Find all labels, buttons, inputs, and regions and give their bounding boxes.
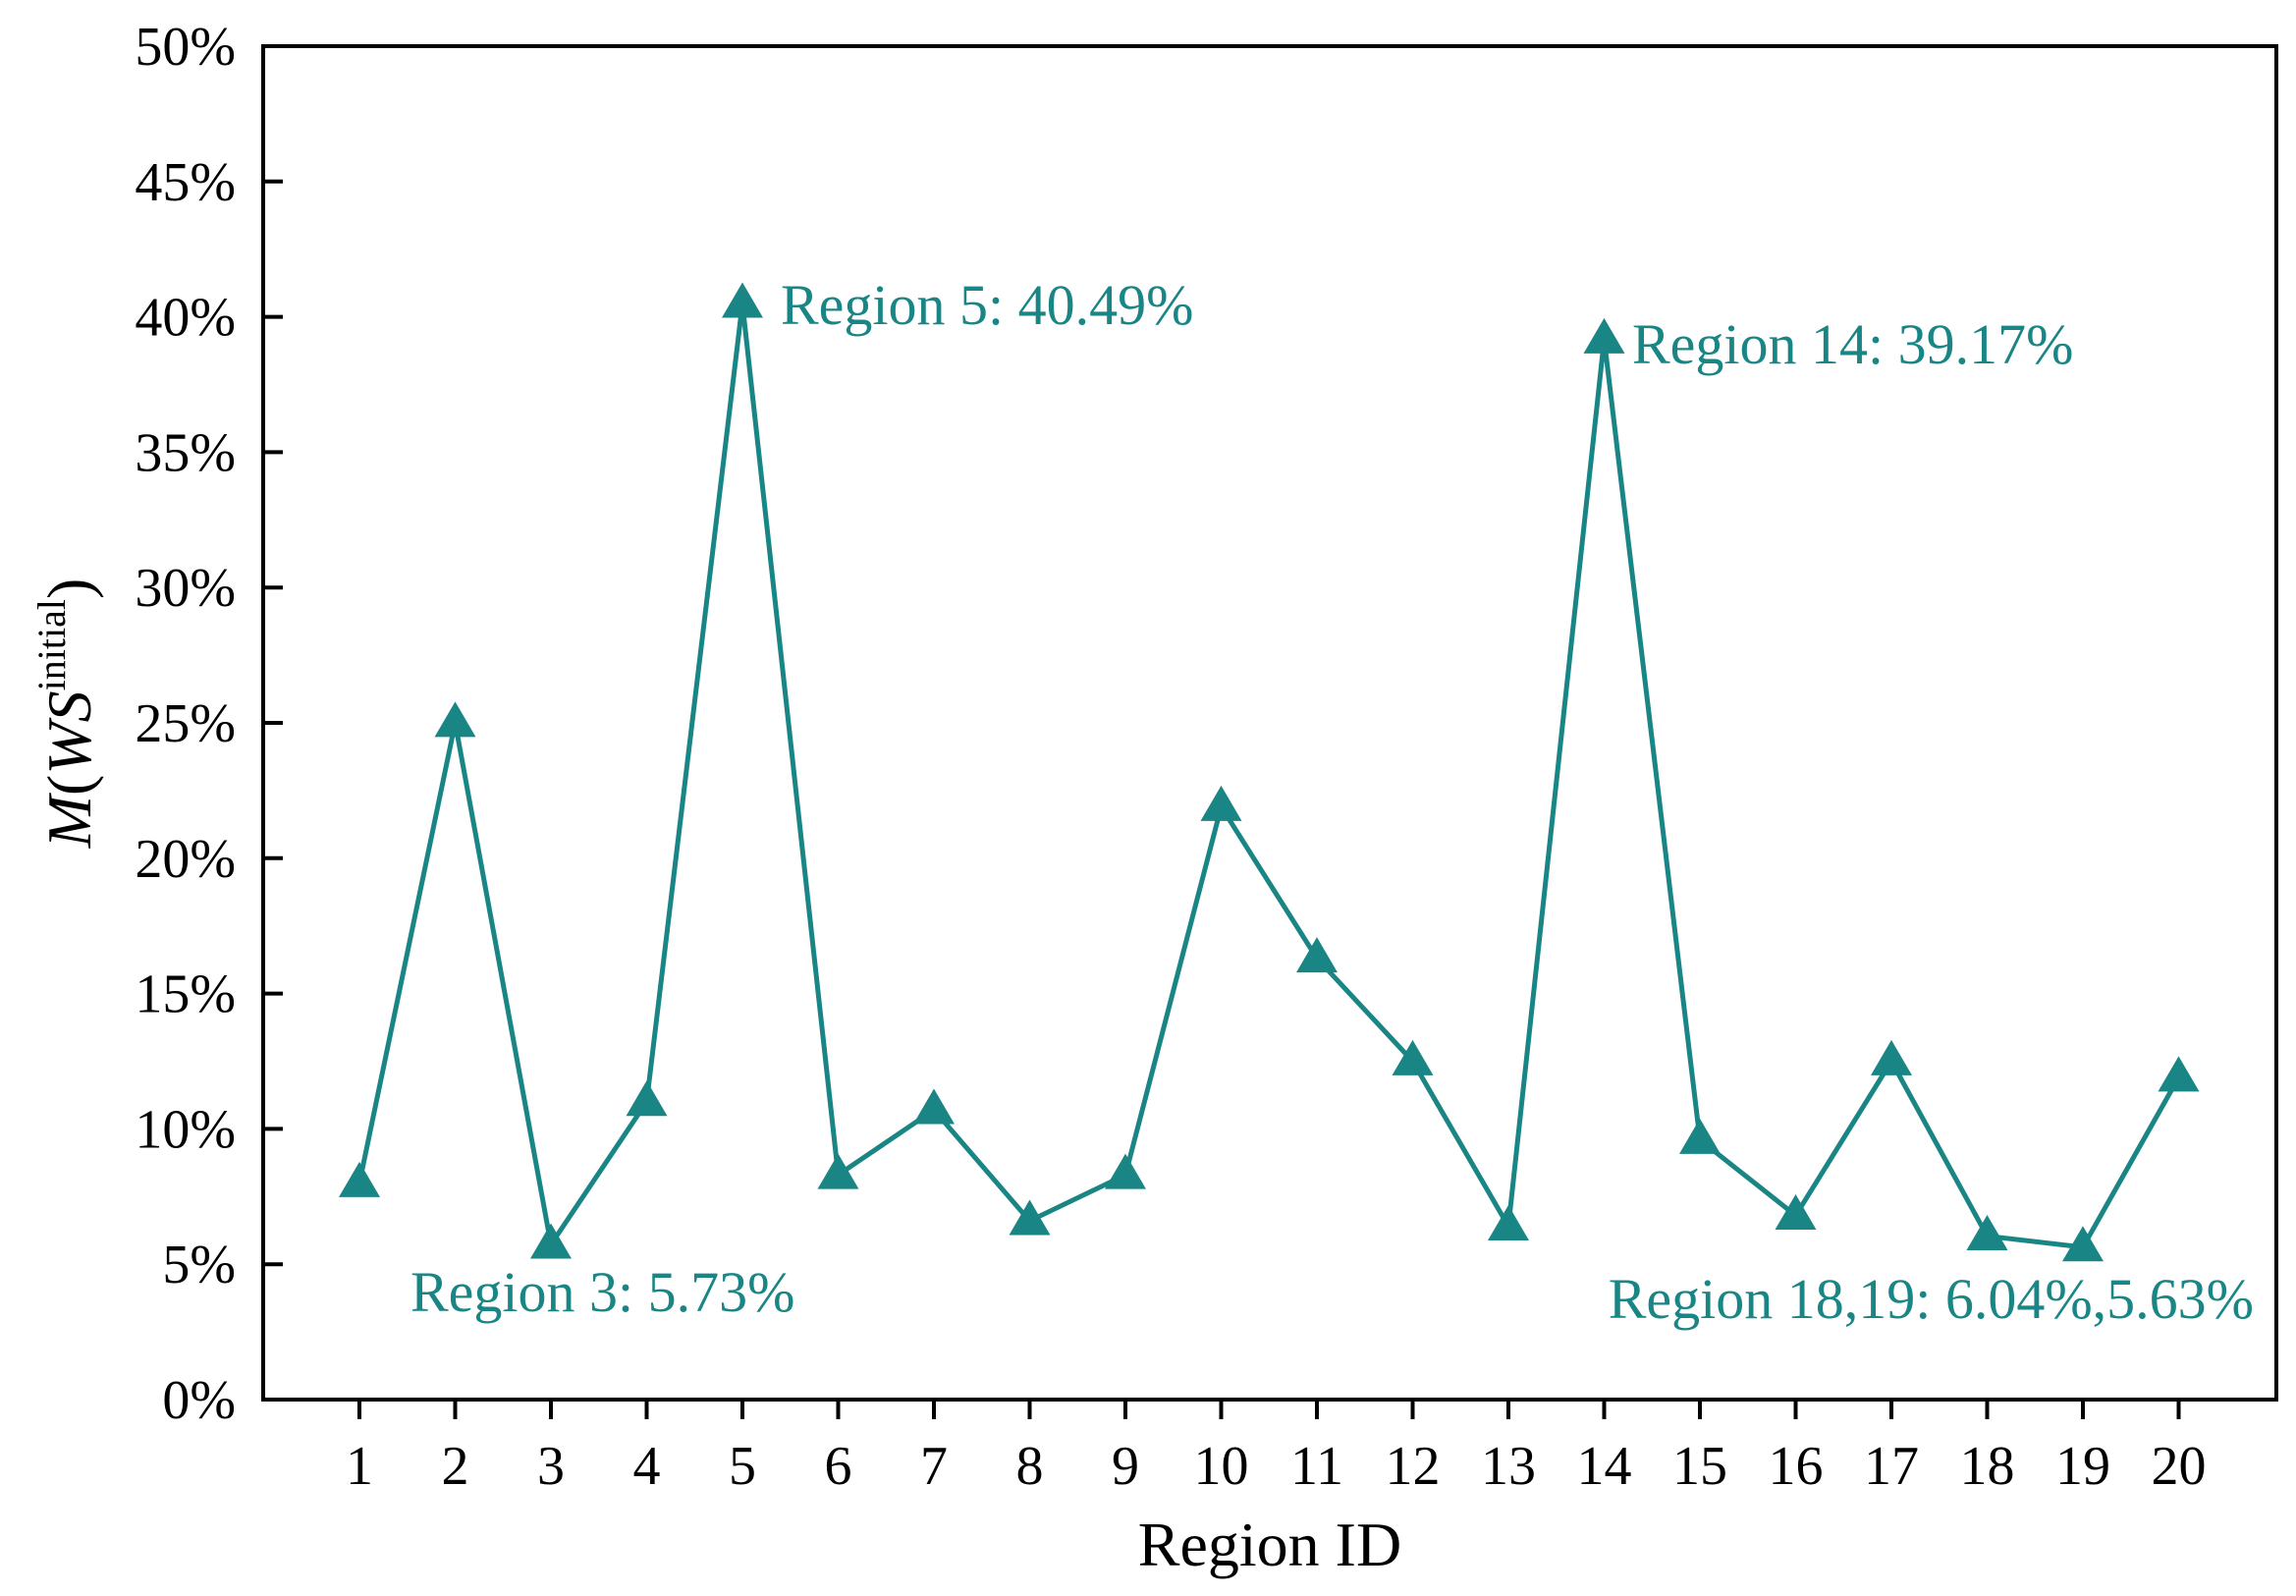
y-tick-label: 5% [162,1235,236,1295]
y-axis-title-superscript: initial [29,599,74,690]
y-tick-label: 10% [135,1099,236,1160]
x-tick-label: 11 [1290,1436,1343,1497]
y-tick-label: 35% [135,422,236,483]
x-axis-title: Region ID [1138,1510,1401,1579]
data-point-marker [530,1223,572,1259]
x-tick-label: 6 [825,1436,852,1497]
data-point-marker [2062,1226,2104,1262]
data-point-marker [1966,1214,2008,1250]
x-tick-label: 15 [1672,1436,1727,1497]
data-annotation: Region 18,19: 6.04%,5.63% [1609,1267,2254,1331]
y-tick-label: 20% [135,829,236,890]
data-point-marker [722,282,763,318]
x-tick-label: 16 [1769,1436,1824,1497]
series-line [356,303,2181,1251]
x-tick-label: 8 [1016,1436,1044,1497]
x-tick-label: 14 [1577,1436,1632,1497]
plot-frame [261,44,2278,1402]
x-tick-label: 7 [920,1436,948,1497]
y-axis-title-paren-open: ( [34,775,104,796]
data-point-marker [1392,1039,1434,1075]
data-point-marker [1583,317,1625,354]
x-tick-label: 5 [729,1436,756,1497]
data-point-marker [817,1153,859,1189]
data-point-marker [2158,1056,2200,1092]
y-tick-label: 15% [135,964,236,1025]
data-point-marker [1296,937,1338,973]
data-point-marker [913,1088,955,1125]
y-tick-label: 40% [135,288,236,349]
y-axis-title-paren-close: ) [34,578,104,599]
data-point-marker [1200,785,1242,821]
y-tick-label: 45% [135,152,236,213]
x-tick-label: 12 [1386,1436,1441,1497]
data-point-marker [1775,1193,1817,1230]
x-tick-label: 13 [1481,1436,1536,1497]
x-tick-label: 18 [1960,1436,2015,1497]
data-point-marker [1105,1153,1146,1189]
x-tick-label: 19 [2055,1436,2110,1497]
data-point-marker [339,1161,380,1197]
x-tick-label: 4 [633,1436,661,1497]
data-point-marker [1488,1205,1529,1241]
data-point-marker [434,701,476,738]
data-point-marker [1679,1118,1721,1154]
data-point-marker [1009,1199,1051,1236]
x-tick-label: 2 [442,1436,469,1497]
x-tick-label: 17 [1864,1436,1919,1497]
x-tick-label: 1 [346,1436,373,1497]
data-annotation: Region 14: 39.17% [1632,312,2073,376]
y-tick-label: 25% [135,693,236,754]
x-tick-label: 20 [2152,1436,2207,1497]
data-annotation: Region 3: 5.73% [410,1260,794,1324]
x-tick-label: 10 [1194,1436,1249,1497]
data-annotation: Region 5: 40.49% [781,273,1193,337]
y-tick-label: 50% [135,17,236,78]
x-tick-label: 9 [1112,1436,1139,1497]
y-tick-label: 30% [135,558,236,619]
data-point-marker [626,1080,668,1117]
data-point-marker [1871,1039,1912,1075]
y-axis-title: M(WSinitial) [29,578,104,850]
y-axis-title-prefix: M [34,792,104,849]
y-tick-label: 0% [162,1370,236,1431]
x-tick-label: 3 [537,1436,565,1497]
y-axis-title-var: WS [34,690,104,774]
